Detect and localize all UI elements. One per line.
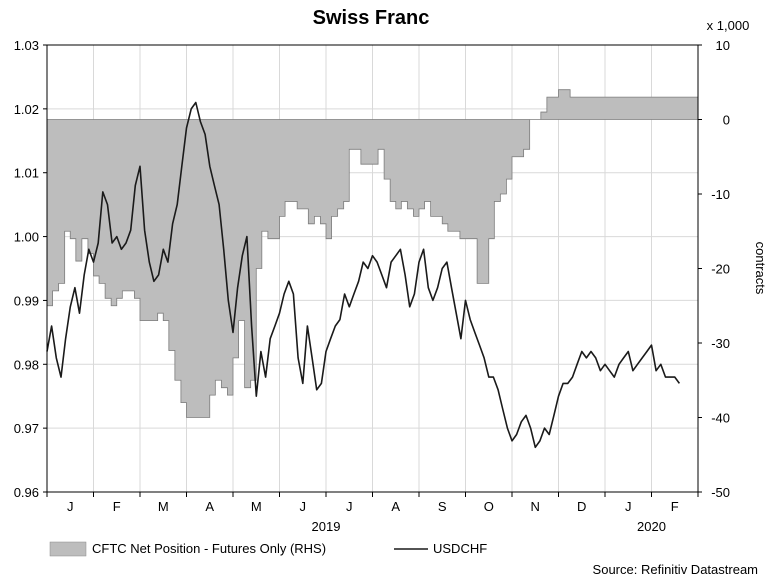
left-tick-label-4: 0.99 bbox=[14, 293, 39, 308]
year-label-0: 2019 bbox=[312, 519, 341, 534]
right-axis-label: contracts bbox=[753, 242, 767, 295]
month-label-2: M bbox=[158, 499, 169, 514]
right-tick-label-0: 10 bbox=[716, 38, 730, 53]
month-label-11: D bbox=[577, 499, 586, 514]
usdchf-line-layer bbox=[46, 101, 681, 449]
month-label-10: N bbox=[531, 499, 540, 514]
month-label-8: S bbox=[438, 499, 447, 514]
left-tick-label-7: 0.96 bbox=[14, 485, 39, 500]
left-tick-label-2: 1.01 bbox=[14, 166, 39, 181]
right-tick-label-5: -40 bbox=[711, 411, 730, 426]
year-label-1: 2020 bbox=[637, 519, 666, 534]
month-label-9: O bbox=[484, 499, 494, 514]
right-tick-label-1: 0 bbox=[723, 113, 730, 128]
month-label-7: A bbox=[391, 499, 400, 514]
left-tick-label-6: 0.97 bbox=[14, 421, 39, 436]
month-label-0: J bbox=[67, 499, 74, 514]
right-tick-label-3: -20 bbox=[711, 262, 730, 277]
cftc-net-position-area bbox=[46, 89, 699, 418]
legend: CFTC Net Position - Futures Only (RHS) U… bbox=[49, 541, 487, 557]
right-axis-ticks: 10 0 -10 -20 -30 -40 -50 bbox=[698, 38, 730, 500]
legend-label-cftc: CFTC Net Position - Futures Only (RHS) bbox=[92, 541, 326, 556]
legend-label-usdchf: USDCHF bbox=[433, 541, 487, 556]
right-axis-multiplier: x 1,000 bbox=[707, 18, 750, 33]
month-label-13: F bbox=[671, 499, 679, 514]
month-label-5: J bbox=[300, 499, 307, 514]
month-label-1: F bbox=[113, 499, 121, 514]
right-tick-label-2: -10 bbox=[711, 187, 730, 202]
month-label-6: J bbox=[346, 499, 353, 514]
left-tick-label-5: 0.98 bbox=[14, 357, 39, 372]
month-label-12: J bbox=[625, 499, 632, 514]
legend-swatch-cftc bbox=[49, 541, 87, 557]
left-tick-label-3: 1.00 bbox=[14, 230, 39, 245]
month-label-3: A bbox=[205, 499, 214, 514]
source-note: Source: Refinitiv Datastream bbox=[593, 562, 758, 577]
year-labels: 2019 2020 bbox=[312, 519, 666, 534]
left-axis-ticks: 1.03 1.02 1.01 1.00 0.99 0.98 0.97 0.96 bbox=[14, 38, 47, 500]
usdchf-line bbox=[46, 101, 681, 449]
cftc-area-layer bbox=[46, 89, 699, 418]
left-tick-label-1: 1.02 bbox=[14, 102, 39, 117]
right-tick-label-4: -30 bbox=[711, 336, 730, 351]
chart-title: Swiss Franc bbox=[313, 7, 430, 29]
right-tick-label-6: -50 bbox=[711, 485, 730, 500]
left-tick-label-0: 1.03 bbox=[14, 38, 39, 53]
month-label-4: M bbox=[251, 499, 262, 514]
